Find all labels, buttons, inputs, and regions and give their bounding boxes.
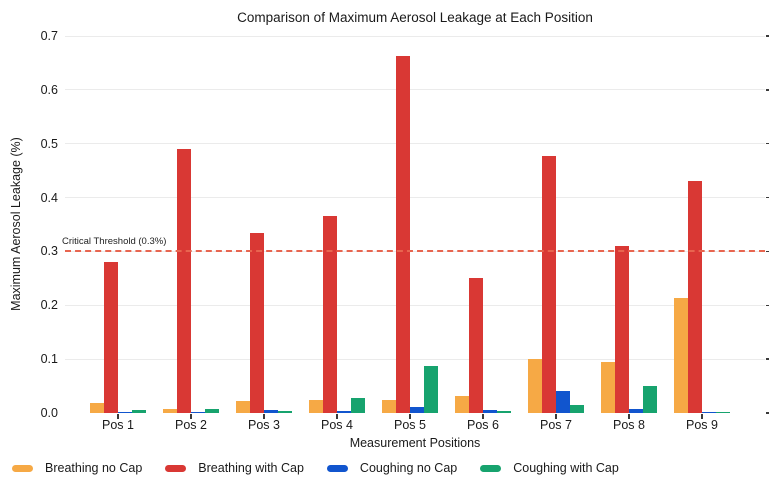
- bar: [337, 411, 351, 413]
- y-tick-label: 0.3: [40, 244, 58, 259]
- legend-item: Coughing no Cap: [326, 461, 458, 475]
- x-tick-label: Pos 2: [175, 418, 207, 432]
- y-tick-label: 0.5: [40, 136, 58, 151]
- x-tick-label: Pos 3: [248, 418, 280, 432]
- x-tick-label: Pos 7: [540, 418, 572, 432]
- bar: [90, 403, 104, 413]
- legend-item: Coughing with Cap: [480, 461, 619, 475]
- bar: [396, 56, 410, 413]
- gridline: [65, 35, 765, 37]
- legend-label: Coughing no Cap: [359, 461, 458, 475]
- y-tick-label: 0.1: [40, 352, 58, 367]
- x-tick-mark: [409, 414, 411, 419]
- legend: Breathing no Cap Breathing with Cap Coughi…: [12, 461, 619, 475]
- bar: [264, 410, 278, 413]
- bar: [497, 411, 511, 413]
- chart-title: Comparison of Maximum Aerosol Leakage at…: [237, 10, 593, 25]
- bar: [601, 362, 615, 413]
- y-tick-mark: [766, 142, 769, 145]
- y-tick-mark: [766, 196, 769, 199]
- x-tick-mark: [336, 414, 338, 419]
- legend-swatch: [165, 464, 187, 472]
- x-tick-label: Pos 4: [321, 418, 353, 432]
- bar: [483, 410, 497, 413]
- legend-item: Breathing with Cap: [165, 461, 304, 475]
- bar: [309, 400, 323, 413]
- x-tick-mark: [628, 414, 630, 419]
- x-tick-label: Pos 9: [686, 418, 718, 432]
- bar: [674, 298, 688, 413]
- bar: [424, 366, 438, 413]
- bar: [118, 412, 132, 413]
- bar: [629, 409, 643, 413]
- gridline: [65, 197, 765, 199]
- legend-item: Breathing no Cap: [12, 461, 142, 475]
- y-tick-label: 0.6: [40, 82, 58, 97]
- gridline: [65, 358, 765, 360]
- y-tick-mark: [766, 35, 769, 37]
- bar: [250, 233, 264, 413]
- bar: [542, 156, 556, 413]
- x-axis-label: Measurement Positions: [349, 436, 481, 450]
- bar: [570, 405, 584, 413]
- bar: [163, 409, 177, 413]
- bar: [410, 407, 424, 413]
- y-tick-label: 0.4: [40, 190, 58, 205]
- y-tick-mark: [766, 89, 769, 91]
- bar: [688, 181, 702, 413]
- legend-swatch: [326, 464, 348, 472]
- bar: [556, 391, 570, 413]
- threshold-line: [65, 250, 765, 253]
- legend-swatch: [12, 464, 33, 472]
- bar: [615, 246, 629, 413]
- bar: [382, 400, 396, 413]
- x-tick-label: Pos 1: [102, 418, 134, 432]
- x-tick-mark: [263, 414, 265, 419]
- legend-swatch: [480, 464, 502, 472]
- legend-label: Coughing with Cap: [513, 461, 619, 475]
- x-tick-label: Pos 6: [467, 418, 499, 432]
- bar: [643, 386, 657, 413]
- legend-label: Breathing with Cap: [198, 461, 304, 475]
- y-tick-mark: [766, 250, 769, 253]
- y-tick-mark: [766, 304, 769, 307]
- gridline: [65, 143, 765, 145]
- y-tick-mark: [766, 358, 769, 360]
- x-tick-mark: [555, 414, 557, 419]
- gridline: [65, 304, 765, 306]
- gridline: [65, 89, 765, 91]
- bar: [528, 359, 542, 413]
- bar: [132, 410, 146, 413]
- bar: [278, 411, 292, 413]
- y-tick-label: 0.2: [40, 298, 58, 313]
- x-tick-label: Pos 5: [394, 418, 426, 432]
- x-tick-mark: [482, 414, 484, 419]
- x-tick-mark: [117, 414, 119, 419]
- y-tick-mark: [766, 412, 769, 414]
- y-tick-label: 0.0: [40, 406, 58, 420]
- bar: [455, 396, 469, 413]
- bar: [716, 412, 730, 413]
- y-axis-label: Maximum Aerosol Leakage (%): [9, 137, 23, 311]
- x-tick-mark: [190, 414, 192, 419]
- plot-area: 0.0 0.1 0.2 0.3 0.4 0.5 0.6 0.7 Pos 1 Pos 2 Pos 3 P…: [41, 29, 769, 432]
- legend-label: Breathing no Cap: [45, 461, 143, 475]
- x-tick-label: Pos 8: [613, 418, 645, 432]
- bar: [177, 149, 191, 413]
- y-tick-label: 0.7: [40, 29, 58, 43]
- bar: [351, 398, 365, 413]
- bar: [236, 401, 250, 413]
- threshold-label: Critical Threshold (0.3%): [62, 236, 167, 248]
- x-tick-mark: [701, 414, 703, 419]
- bar: [191, 412, 205, 413]
- bar: [469, 278, 483, 413]
- bar: [205, 409, 219, 413]
- bar: [702, 412, 716, 413]
- bar: [323, 216, 337, 413]
- bar: [104, 262, 118, 413]
